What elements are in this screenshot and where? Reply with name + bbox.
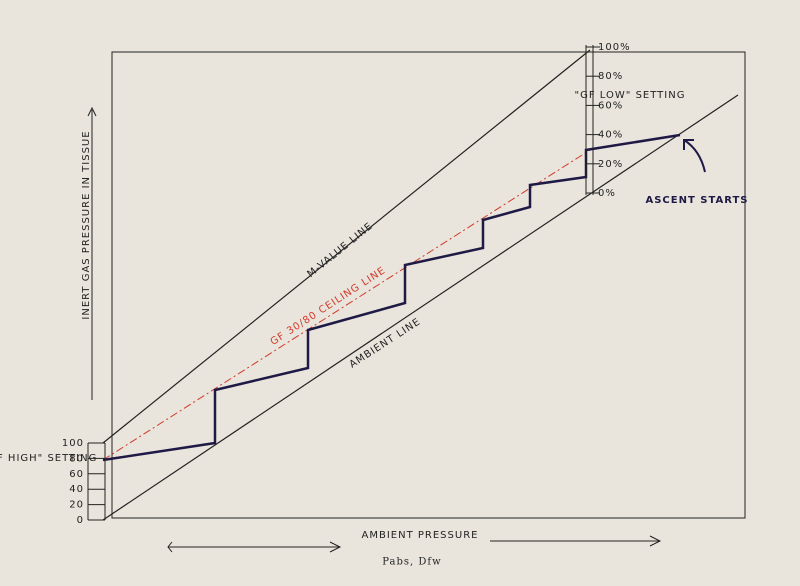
tick-label: 80% [598,71,623,82]
m-value-line [102,49,591,444]
arrow-head [649,535,662,547]
x-axis-sub: Pabs, Dfw [382,557,441,568]
ambient-line [102,94,739,521]
tick-label: 40% [598,130,623,141]
tick-label: 60% [598,100,623,111]
tick-label: 100 [62,438,84,449]
tick-label: 0 [77,515,84,526]
tick-label: 40 [69,484,84,495]
tick-label: 20 [69,500,84,511]
tick-label: 100% [598,42,631,53]
arrow-head [87,106,97,117]
tick-label: 60 [69,469,84,480]
ascent-arrow [683,139,706,173]
y-axis-label: INERT GAS PRESSURE IN TISSUE [81,130,92,319]
ascent-label: ASCENT STARTS [645,195,748,206]
arrow-head [167,541,173,553]
ceiling-line [102,149,591,461]
tick-label: 0% [598,188,616,199]
tissue-pressure [102,133,681,462]
tick-label: 20% [598,159,623,170]
gf-low-label: "GF LOW" SETTING [575,90,686,101]
x-axis-label: AMBIENT PRESSURE [362,530,479,541]
frame [111,51,746,519]
gf-high-label: "GF HIGH" SETTING [0,453,97,464]
arrow-head [683,139,694,150]
tick-label: 80 [69,453,84,464]
arrow-head [329,541,342,553]
